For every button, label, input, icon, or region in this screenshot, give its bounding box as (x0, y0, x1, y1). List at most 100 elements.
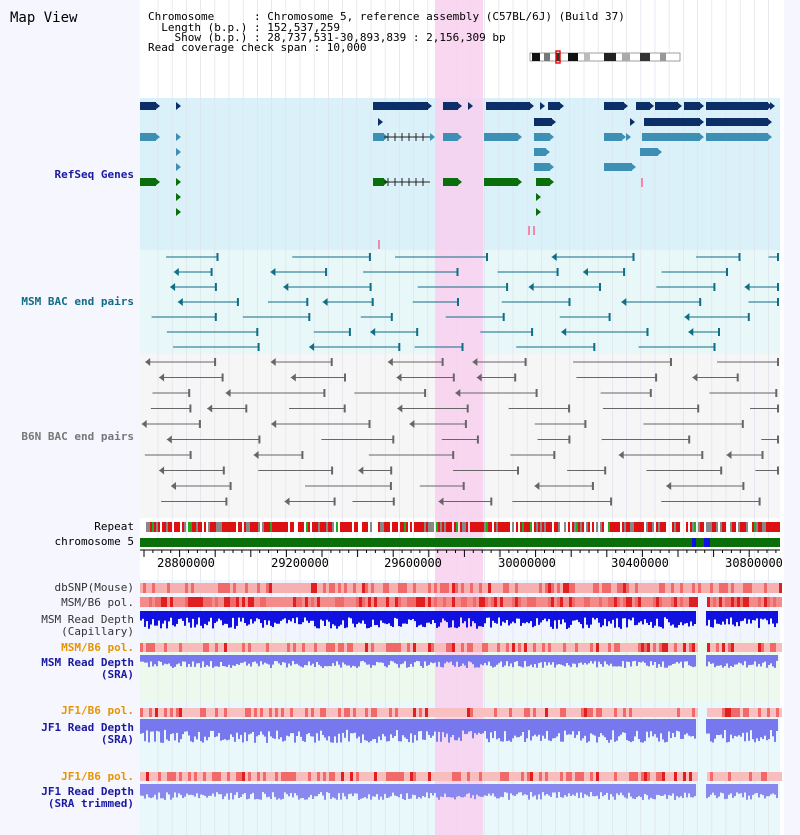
depth-bin (552, 719, 554, 739)
repeat-element (634, 522, 636, 532)
depth-bin (226, 719, 228, 741)
msm-depth-capillary-track (140, 611, 778, 629)
polymorphism-bin (617, 772, 620, 781)
bac-end (486, 253, 488, 261)
depth-bin (554, 719, 556, 738)
depth-bin (448, 784, 450, 797)
depth-bin (490, 655, 492, 666)
depth-bin (540, 784, 542, 800)
depth-bin (650, 719, 652, 732)
b6n-bac-label[interactable]: B6N BAC end pairs (21, 430, 134, 443)
polymorphism-bin (725, 597, 728, 607)
repeat-element (546, 522, 548, 532)
depth-bin (296, 719, 298, 736)
chromosome-ideogram[interactable] (529, 50, 681, 64)
polymorphism-bin (197, 772, 200, 781)
polymorphism-bin (470, 708, 473, 717)
depth-bin (602, 719, 604, 736)
depth-bin (540, 655, 542, 663)
msm-bac-track[interactable] (151, 253, 779, 351)
polymorphism-bin (686, 583, 689, 593)
polymorphism-bin (668, 583, 671, 593)
polymorphism-bin (266, 583, 269, 593)
depth-bin (712, 784, 714, 793)
polymorphism-bin (581, 772, 584, 781)
depth-bin (684, 611, 686, 624)
depth-bin (616, 611, 618, 619)
polymorphism-bin (179, 583, 182, 593)
depth-bin (156, 719, 158, 731)
polymorphism-bin (614, 583, 617, 593)
depth-bin (406, 719, 408, 739)
depth-bin (180, 719, 182, 740)
depth-bin (738, 784, 740, 794)
polymorphism-bin (152, 772, 155, 781)
depth-bin (456, 784, 458, 797)
depth-bin (250, 655, 252, 667)
polymorphism-bin (464, 583, 467, 593)
depth-bin (338, 784, 340, 794)
polymorphism-bin (476, 643, 479, 652)
depth-bin (578, 784, 580, 798)
polymorphism-bin (335, 772, 338, 781)
polymorphism-bin (407, 583, 410, 593)
depth-bin (434, 719, 436, 732)
polymorphism-bin (623, 597, 626, 607)
depth-bin (526, 784, 528, 795)
polymorphism-bin (146, 597, 149, 607)
repeat-element (266, 522, 268, 532)
polymorphism-bin (377, 643, 380, 652)
depth-bin (624, 655, 626, 668)
repeat-element (564, 522, 566, 532)
bac-end (284, 497, 290, 506)
depth-bin (208, 784, 210, 796)
repeat-element (522, 522, 524, 532)
depth-bin (366, 655, 368, 665)
depth-bin (414, 784, 416, 796)
depth-bin (630, 784, 632, 797)
depth-bin (648, 719, 650, 738)
depth-bin (288, 611, 290, 620)
bac-end (593, 343, 596, 351)
polymorphism-bin (587, 643, 590, 652)
repeat-element (224, 522, 226, 532)
repeat-element (448, 522, 450, 532)
depth-bin (576, 611, 578, 620)
depth-bin (394, 655, 396, 664)
polymorphism-bin (638, 772, 641, 781)
depth-bin (152, 719, 154, 732)
depth-bin (442, 719, 444, 733)
depth-bin (716, 784, 718, 799)
depth-bin (220, 719, 222, 741)
refseq-genes-track[interactable] (140, 102, 775, 249)
depth-bin (314, 784, 316, 797)
depth-bin (328, 611, 330, 622)
jf1-pol-track-2 (140, 772, 782, 781)
polymorphism-bin (410, 583, 413, 593)
polymorphism-bin (683, 643, 686, 652)
depth-bin (306, 784, 308, 800)
repeat-element (686, 522, 688, 532)
depth-bin (366, 719, 368, 741)
polymorphism-bin (440, 708, 443, 717)
repeat-element (646, 522, 648, 532)
polymorphism-bin (437, 772, 440, 781)
refseq-genes-label[interactable]: RefSeq Genes (55, 168, 134, 181)
depth-bin (534, 784, 536, 796)
depth-bin (208, 611, 210, 622)
polymorphism-bin (671, 772, 674, 781)
depth-bin (336, 719, 338, 743)
depth-bin (190, 719, 192, 742)
depth-bin (730, 784, 732, 794)
depth-bin (660, 719, 662, 734)
depth-bin (716, 611, 718, 624)
repeat-element (630, 522, 632, 532)
b6n-bac-track[interactable] (141, 358, 779, 506)
repeat-element (400, 522, 402, 532)
depth-bin (600, 784, 602, 793)
depth-bin (642, 655, 644, 662)
msm-bac-label[interactable]: MSM BAC end pairs (21, 295, 134, 308)
depth-bin (600, 611, 602, 628)
bac-end (210, 268, 213, 276)
